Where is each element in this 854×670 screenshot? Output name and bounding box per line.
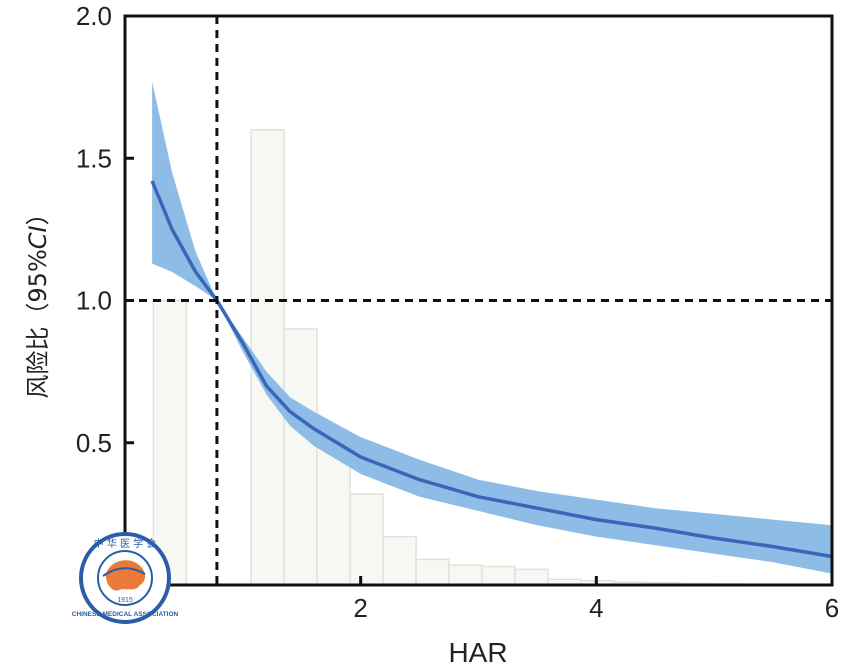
histogram-bar [415, 558, 450, 586]
seal-year: 1915 [117, 597, 133, 604]
y-axis-label-main: 风险比（95% [24, 249, 52, 398]
histogram-bars [152, 129, 747, 586]
confidence-band [152, 81, 833, 574]
y-axis-label-ci: CI [24, 225, 52, 249]
ci-band-area [152, 81, 833, 574]
histogram-bar [250, 129, 285, 586]
y-tick-label: 1.5 [76, 143, 112, 173]
x-axis-label: HAR [448, 637, 507, 668]
x-tick-label: 4 [589, 593, 603, 623]
y-tick-label: 0.5 [76, 428, 112, 458]
histogram-bar [349, 493, 384, 586]
histogram-bar [448, 564, 483, 586]
y-tick-label: 1.0 [76, 286, 112, 316]
seal-snake-icon [102, 567, 146, 577]
hr-line [150, 180, 833, 559]
y-tick-label: 2.0 [76, 1, 112, 31]
axis-ticks: 02460.51.01.52.0 [76, 1, 839, 623]
histogram-bar [283, 328, 318, 586]
seal-bottom-text: CHINESE MEDICAL ASSOCIATION [72, 611, 179, 618]
histogram-bar [152, 299, 188, 586]
seal-map-icon [105, 560, 146, 591]
seal-top-text: 中 华 医 学 会 [94, 537, 157, 550]
x-tick-label: 2 [353, 593, 367, 623]
y-axis-label-close: ） [24, 201, 52, 225]
histogram-bar [382, 535, 417, 586]
x-tick-label: 6 [825, 593, 839, 623]
hazard-ratio-curve [150, 180, 833, 559]
histogram-bar [514, 568, 549, 586]
y-axis-label: 风险比（95%CI） [24, 201, 52, 398]
cma-seal-logo: 中 华 医 学 会 CHINESE MEDICAL ASSOCIATION 19… [72, 532, 179, 624]
reference-lines [125, 16, 832, 585]
histogram-bar [481, 565, 516, 586]
